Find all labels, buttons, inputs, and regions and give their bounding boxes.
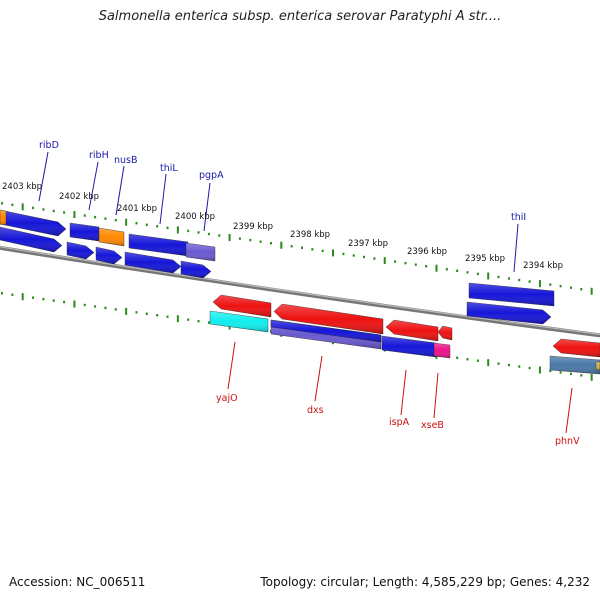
gene-label-ispA: ispA	[389, 417, 410, 428]
leader-top	[203, 182, 211, 232]
gene-phnV-shading	[553, 339, 600, 357]
gene-phnV-edge-shading	[596, 362, 600, 370]
gene-yajO-shading	[213, 295, 271, 317]
backbone-highlight	[0, 246, 600, 335]
leader-bottom	[400, 369, 407, 416]
gene-ribD-shading	[0, 210, 66, 236]
gene-ribH-2-shading	[67, 242, 94, 259]
scale-label: 2394 kbp	[523, 261, 563, 271]
scale-label: 2398 kbp	[290, 230, 330, 240]
scale-labels: 2403 kbp 2402 kbp 2401 kbp 2400 kbp 2399 kbp…	[2, 182, 563, 271]
gene-label-ribH: ribH	[89, 150, 109, 161]
gene-label-ribD: ribD	[39, 140, 59, 151]
backbone-line	[0, 245, 600, 338]
gene-track	[0, 209, 600, 375]
gene-labels: ribD ribH nusB thiL pgpA thiI yajO dxs ispA xseB p…	[39, 140, 580, 447]
gene-xseB-2-shading	[434, 343, 450, 358]
leader-bottom	[314, 355, 323, 402]
gene-dxs-shading	[274, 304, 383, 334]
gene-label-dxs: dxs	[307, 405, 324, 416]
leader-bottom	[227, 341, 236, 390]
gene-thiI-shading	[469, 283, 554, 306]
leader-top	[88, 161, 99, 211]
gene-thiI-2-shading	[467, 302, 551, 324]
gene-label-thiL: thiL	[160, 163, 178, 174]
gene-label-yajO: yajO	[216, 393, 238, 404]
scale-label: 2402 kbp	[59, 192, 99, 202]
chromosome-backbone	[0, 245, 600, 338]
leader-top	[513, 223, 519, 273]
gene-nusB-shading	[99, 228, 124, 246]
gene-pgpA-shading	[186, 243, 215, 261]
scale-label: 2395 kbp	[465, 254, 505, 264]
gene-phnV-2-shading	[550, 356, 600, 374]
gene-thiL-shading	[129, 234, 188, 256]
leader-top	[115, 165, 125, 216]
gene-pgpA-2-shading	[181, 261, 211, 278]
leader-top	[38, 151, 49, 202]
leader-bottom	[433, 372, 439, 419]
gene-yajO-2-shading	[210, 311, 268, 332]
gene-label-phnV: phnV	[555, 436, 580, 447]
scale-label: 2403 kbp	[2, 182, 42, 192]
gene-dxs-2-band-shading	[271, 320, 381, 342]
gene-label-xseB: xseB	[421, 420, 444, 431]
accession-text: Accession: NC_006511	[9, 575, 146, 589]
genome-summary-text: Topology: circular; Length: 4,585,229 bp…	[260, 575, 590, 589]
scale-label: 2396 kbp	[407, 247, 447, 257]
gene-label-thiI: thiI	[511, 212, 526, 223]
gene-ribD-start-shading	[0, 210, 6, 225]
map-title: Salmonella enterica subsp. enterica sero…	[98, 9, 502, 24]
scale-label: 2397 kbp	[348, 239, 388, 249]
scale-label: 2399 kbp	[233, 222, 273, 232]
gene-ispA-2-shading	[382, 336, 436, 357]
gene-ribD-2-shading	[0, 227, 62, 252]
gene-xseB-shading	[438, 326, 452, 340]
gene-nusB-2-shading	[96, 247, 122, 264]
leader-top	[159, 173, 167, 225]
gene-ribH-shading	[70, 223, 99, 241]
scale-ticks-top	[1, 202, 593, 295]
gene-ispA-shading	[386, 320, 438, 341]
gene-label-nusB: nusB	[114, 155, 138, 166]
scale-label: 2400 kbp	[175, 212, 215, 222]
gene-label-pgpA: pgpA	[199, 170, 224, 181]
scale-label: 2401 kbp	[117, 204, 157, 214]
label-leaders	[38, 151, 573, 434]
gene-thiL-2-shading	[125, 252, 181, 273]
leader-bottom	[565, 387, 573, 434]
